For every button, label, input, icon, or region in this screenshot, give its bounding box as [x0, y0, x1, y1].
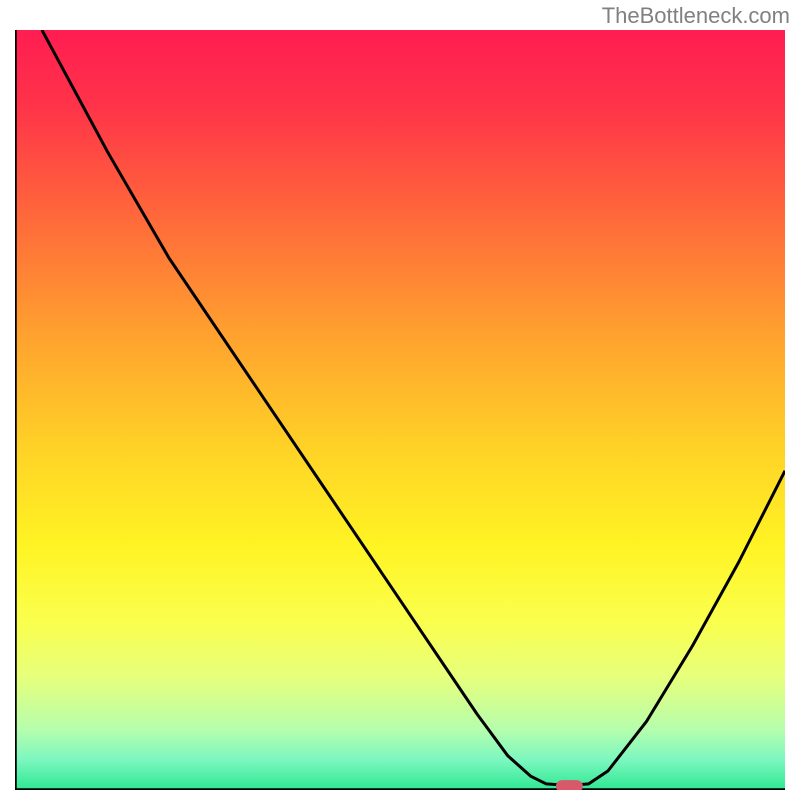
bottleneck-chart: [15, 30, 785, 790]
chart-plot-area: [15, 30, 785, 790]
attribution-text: TheBottleneck.com: [602, 3, 790, 29]
gradient-background: [15, 30, 785, 790]
optimal-point-marker: [556, 780, 583, 790]
chart-container: TheBottleneck.com: [0, 0, 800, 800]
